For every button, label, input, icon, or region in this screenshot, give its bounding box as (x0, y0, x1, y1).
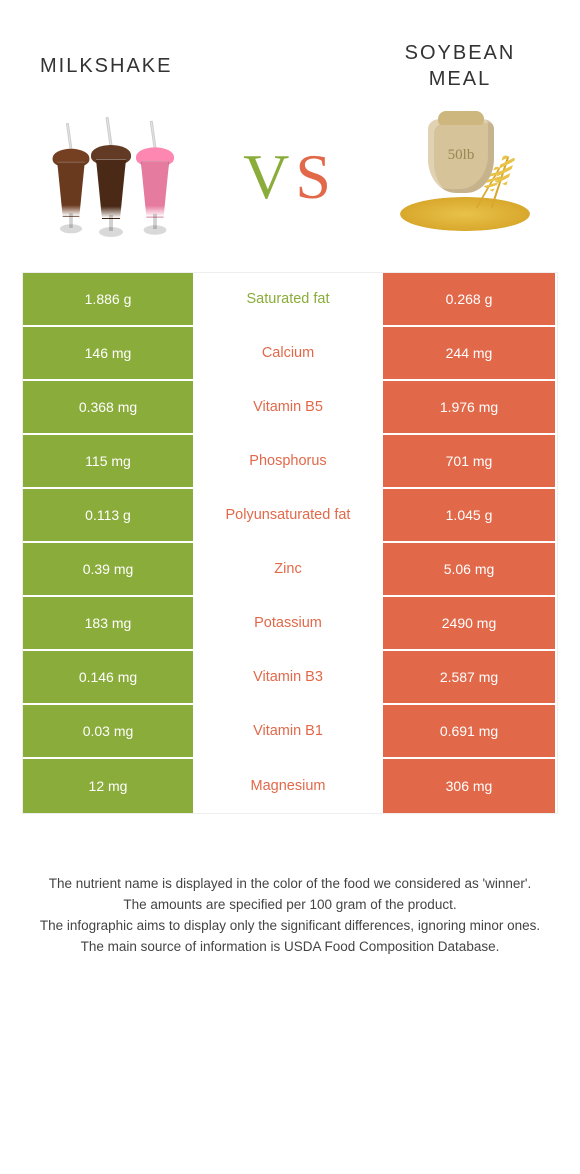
nutrient-label: Saturated fat (246, 291, 329, 307)
milkshake-glass-icon (138, 149, 172, 235)
left-value: 0.368 mg (23, 381, 195, 433)
left-value: 0.03 mg (23, 705, 195, 757)
vs-v: V (243, 141, 295, 212)
table-row: 0.03 mg Vitamin B1 0.691 mg (23, 705, 557, 759)
nutrient-label: Polyunsaturated fat (226, 507, 351, 523)
left-value: 0.146 mg (23, 651, 195, 703)
table-row: 0.39 mg Zinc 5.06 mg (23, 543, 557, 597)
nutrient-label: Zinc (274, 561, 301, 577)
right-value: 0.268 g (383, 273, 555, 325)
table-row: 0.368 mg Vitamin B5 1.976 mg (23, 381, 557, 435)
milkshake-illustration (40, 112, 190, 242)
footer-line: The infographic aims to display only the… (30, 916, 550, 937)
vs-s: S (295, 141, 337, 212)
nutrient-label: Vitamin B5 (253, 399, 323, 415)
right-value: 701 mg (383, 435, 555, 487)
nutrient-label: Potassium (254, 615, 322, 631)
nutrient-name: Vitamin B5 (195, 381, 383, 433)
sack-icon: 50lb (428, 119, 494, 193)
right-value: 244 mg (383, 327, 555, 379)
nutrient-label: Vitamin B1 (253, 723, 323, 739)
nutrient-label: Calcium (262, 345, 314, 361)
right-value: 0.691 mg (383, 705, 555, 757)
table-row: 12 mg Magnesium 306 mg (23, 759, 557, 813)
nutrient-name: Vitamin B1 (195, 705, 383, 757)
right-value: 1.976 mg (383, 381, 555, 433)
table-row: 0.146 mg Vitamin B3 2.587 mg (23, 651, 557, 705)
left-food-title: MILKSHAKE (40, 53, 172, 79)
vs-row: VS 50lb (0, 102, 580, 272)
table-row: 183 mg Potassium 2490 mg (23, 597, 557, 651)
nutrient-name: Magnesium (195, 759, 383, 813)
right-value: 5.06 mg (383, 543, 555, 595)
left-value: 146 mg (23, 327, 195, 379)
milkshake-glass-icon (54, 151, 87, 234)
right-value: 1.045 g (383, 489, 555, 541)
table-row: 0.113 g Polyunsaturated fat 1.045 g (23, 489, 557, 543)
right-food-title: SOYBEAN MEAL (380, 40, 540, 92)
nutrient-name: Saturated fat (195, 273, 383, 325)
left-value: 12 mg (23, 759, 195, 813)
table-row: 1.886 g Saturated fat 0.268 g (23, 273, 557, 327)
table-row: 115 mg Phosphorus 701 mg (23, 435, 557, 489)
vs-label: VS (243, 140, 337, 214)
left-value: 115 mg (23, 435, 195, 487)
footer-line: The main source of information is USDA F… (30, 937, 550, 958)
nutrient-name: Vitamin B3 (195, 651, 383, 703)
milkshake-glass-icon (93, 147, 129, 237)
nutrient-name: Potassium (195, 597, 383, 649)
left-value: 0.113 g (23, 489, 195, 541)
table-row: 146 mg Calcium 244 mg (23, 327, 557, 381)
nutrient-name: Calcium (195, 327, 383, 379)
nutrient-label: Magnesium (251, 778, 326, 794)
footer-line: The amounts are specified per 100 gram o… (30, 895, 550, 916)
right-value: 306 mg (383, 759, 555, 813)
right-value: 2490 mg (383, 597, 555, 649)
nutrient-name: Phosphorus (195, 435, 383, 487)
header: MILKSHAKE SOYBEAN MEAL (0, 0, 580, 102)
left-value: 1.886 g (23, 273, 195, 325)
footer-line: The nutrient name is displayed in the co… (30, 874, 550, 895)
sack-label: 50lb (428, 147, 494, 164)
right-value: 2.587 mg (383, 651, 555, 703)
nutrient-name: Zinc (195, 543, 383, 595)
footer-notes: The nutrient name is displayed in the co… (30, 874, 550, 958)
left-value: 0.39 mg (23, 543, 195, 595)
nutrient-label: Phosphorus (249, 453, 326, 469)
nutrient-name: Polyunsaturated fat (195, 489, 383, 541)
left-value: 183 mg (23, 597, 195, 649)
soybean-illustration: 50lb (390, 112, 540, 242)
nutrient-label: Vitamin B3 (253, 669, 323, 685)
comparison-table: 1.886 g Saturated fat 0.268 g 146 mg Calcium… (22, 272, 558, 814)
